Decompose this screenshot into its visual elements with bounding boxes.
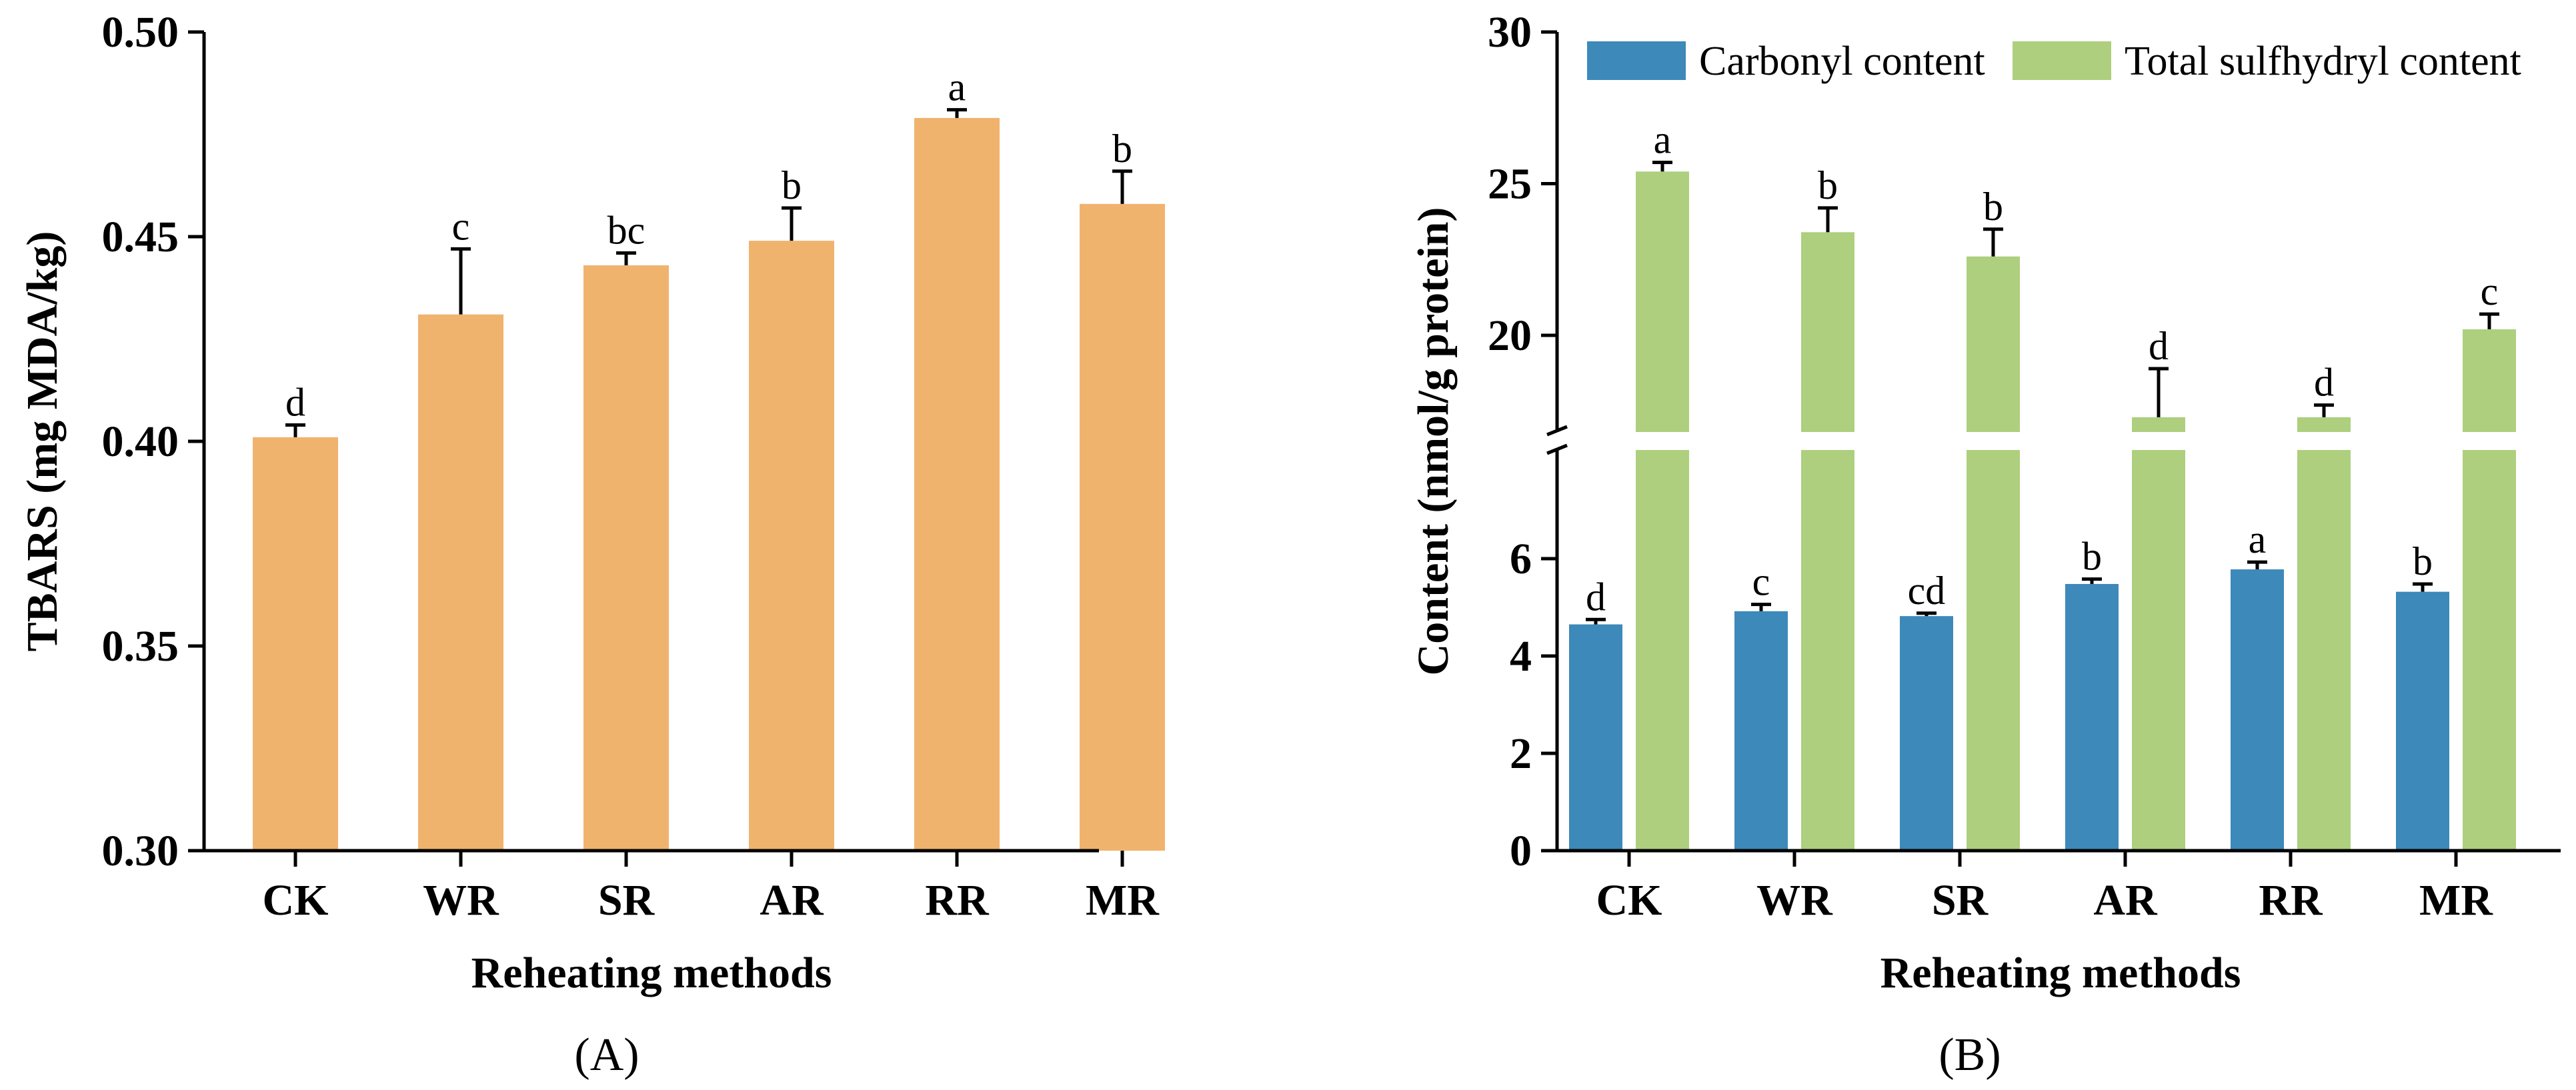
b-error-bar-sulfhydryl-ar <box>2149 367 2169 417</box>
b-bar-sulfhydryl-wr-lower <box>1801 450 1854 851</box>
b-error-bar-carbonyl-wr <box>1751 603 1771 611</box>
b-x-tick-label: CK <box>1596 876 1662 925</box>
b-x-tick-label: AR <box>2093 876 2158 925</box>
a-x-tick-label: SR <box>598 876 656 925</box>
b-significance-letter: b <box>1983 185 2003 229</box>
b-y-tick-label: 2 <box>1510 729 1532 778</box>
b-error-bar-sulfhydryl-ck <box>1652 161 1672 172</box>
a-x-tick-label: CK <box>263 876 329 925</box>
b-y-tick-label: 4 <box>1510 632 1532 681</box>
b-significance-letter: a <box>2249 517 2267 561</box>
b-y-tick-label: 0 <box>1510 827 1532 875</box>
b-bar-sulfhydryl-ar-upper <box>2132 417 2185 432</box>
a-error-bar-ar <box>782 206 802 241</box>
b-significance-letter: d <box>1586 575 1606 619</box>
a-bar-rr <box>914 117 1000 851</box>
b-bar-sulfhydryl-ar-lower <box>2132 450 2185 851</box>
b-bar-sulfhydryl-mr-upper <box>2463 329 2516 432</box>
b-error-bar-carbonyl-ck <box>1586 617 1606 625</box>
b-significance-letter: c <box>1752 560 1770 604</box>
b-bar-sulfhydryl-ck-upper <box>1636 171 1689 432</box>
b-error-bar-carbonyl-mr <box>2413 582 2433 592</box>
b-bar-carbonyl-ar <box>2065 583 2119 851</box>
a-bar-ck <box>253 437 338 851</box>
b-bar-carbonyl-sr <box>1900 616 1953 851</box>
a-error-bar-ck <box>285 423 305 437</box>
b-bar-sulfhydryl-ck-lower <box>1636 450 1689 851</box>
b-panel-label: (B) <box>1939 1029 2001 1081</box>
b-error-bar-sulfhydryl-sr <box>1983 227 2003 257</box>
a-significance-letter: a <box>948 65 966 109</box>
a-error-bar-mr <box>1112 169 1132 204</box>
a-y-tick-label: 0.30 <box>102 827 179 875</box>
a-x-axis-title: Reheating methods <box>471 949 832 997</box>
b-bar-carbonyl-mr <box>2396 591 2449 851</box>
a-x-tick-label: RR <box>925 876 990 925</box>
b-significance-letter: cd <box>1908 569 1946 613</box>
panel-a: d c bc b a b 0.30 0.35 0.40 0.45 0.50 CK WR SR AR RR M… <box>18 8 1165 1081</box>
a-bar-wr <box>418 314 503 851</box>
b-y-tick-label: 20 <box>1488 311 1532 360</box>
legend-swatch-sulfhydryl <box>2013 41 2111 80</box>
a-error-bar-wr <box>451 247 471 315</box>
b-bar-carbonyl-wr <box>1734 611 1788 851</box>
a-x-tick-label: MR <box>1086 876 1160 925</box>
b-bar-sulfhydryl-sr-lower <box>1967 450 2020 851</box>
b-bar-sulfhydryl-wr-upper <box>1801 232 1854 432</box>
b-x-tick-label: WR <box>1756 876 1833 925</box>
b-error-bar-sulfhydryl-rr <box>2314 403 2334 417</box>
a-bar-sr <box>583 265 669 851</box>
b-significance-letter: d <box>2314 361 2334 405</box>
a-significance-letter: c <box>452 204 470 248</box>
b-axis-break-mark <box>1546 425 1568 437</box>
a-y-tick-label: 0.40 <box>102 417 179 466</box>
b-error-bar-sulfhydryl-wr <box>1818 206 1838 233</box>
legend-label-carbonyl: Carbonyl content <box>1699 39 1985 84</box>
b-error-bar-carbonyl-ar <box>2082 577 2102 584</box>
b-error-bar-sulfhydryl-mr <box>2479 312 2499 329</box>
b-bar-sulfhydryl-mr-lower <box>2463 450 2516 851</box>
b-significance-letter: d <box>2149 324 2169 368</box>
b-significance-letter: b <box>2413 539 2433 583</box>
b-significance-letter: c <box>2481 269 2499 313</box>
b-y-axis-title: Content (nmol/g protein) <box>1409 207 1458 676</box>
b-bar-sulfhydryl-rr-upper <box>2297 417 2351 432</box>
b-x-axis-title: Reheating methods <box>1880 949 2241 997</box>
b-y-tick-label: 6 <box>1510 535 1532 583</box>
b-bar-sulfhydryl-rr-lower <box>2297 450 2351 851</box>
a-significance-letter: d <box>285 380 305 424</box>
b-x-tick-label: MR <box>2419 876 2493 925</box>
panel-b: d a c b cd b b d a d b c 0 2 4 6 20 25 30 CK WR SR AR RR MR Ca… <box>1409 8 2561 1081</box>
a-error-bar-rr <box>947 108 967 118</box>
b-error-bar-carbonyl-rr <box>2247 560 2267 570</box>
a-significance-letter: bc <box>607 209 646 253</box>
b-bar-carbonyl-rr <box>2231 569 2284 851</box>
b-y-tick-label: 25 <box>1488 160 1532 209</box>
b-bar-sulfhydryl-sr-upper <box>1967 256 2020 432</box>
a-error-bar-sr <box>616 251 636 265</box>
b-x-tick-label: SR <box>1932 876 1989 925</box>
a-panel-label: (A) <box>574 1029 639 1081</box>
b-significance-letter: a <box>1654 118 1672 162</box>
b-y-tick-label: 30 <box>1488 8 1532 57</box>
b-error-bar-carbonyl-sr <box>1916 611 1937 617</box>
a-y-tick-label: 0.35 <box>102 622 179 671</box>
a-bar-mr <box>1080 203 1165 851</box>
legend-label-sulfhydryl: Total sulfhydryl content <box>2125 39 2521 84</box>
a-y-tick-label: 0.45 <box>102 213 179 261</box>
a-significance-letter: b <box>782 163 802 207</box>
b-bar-carbonyl-ck <box>1569 624 1622 851</box>
a-x-tick-label: WR <box>423 876 499 925</box>
b-axis-break-mark <box>1546 443 1568 455</box>
a-x-tick-label: AR <box>760 876 824 925</box>
legend-swatch-carbonyl <box>1587 41 1686 80</box>
a-significance-letter: b <box>1112 127 1132 171</box>
a-y-tick-label: 0.50 <box>102 8 179 57</box>
a-y-axis-title: TBARS (mg MDA/kg) <box>18 231 67 652</box>
a-bar-ar <box>749 241 834 851</box>
b-x-tick-label: RR <box>2259 876 2323 925</box>
b-significance-letter: b <box>2082 535 2102 579</box>
b-significance-letter: b <box>1818 163 1838 207</box>
